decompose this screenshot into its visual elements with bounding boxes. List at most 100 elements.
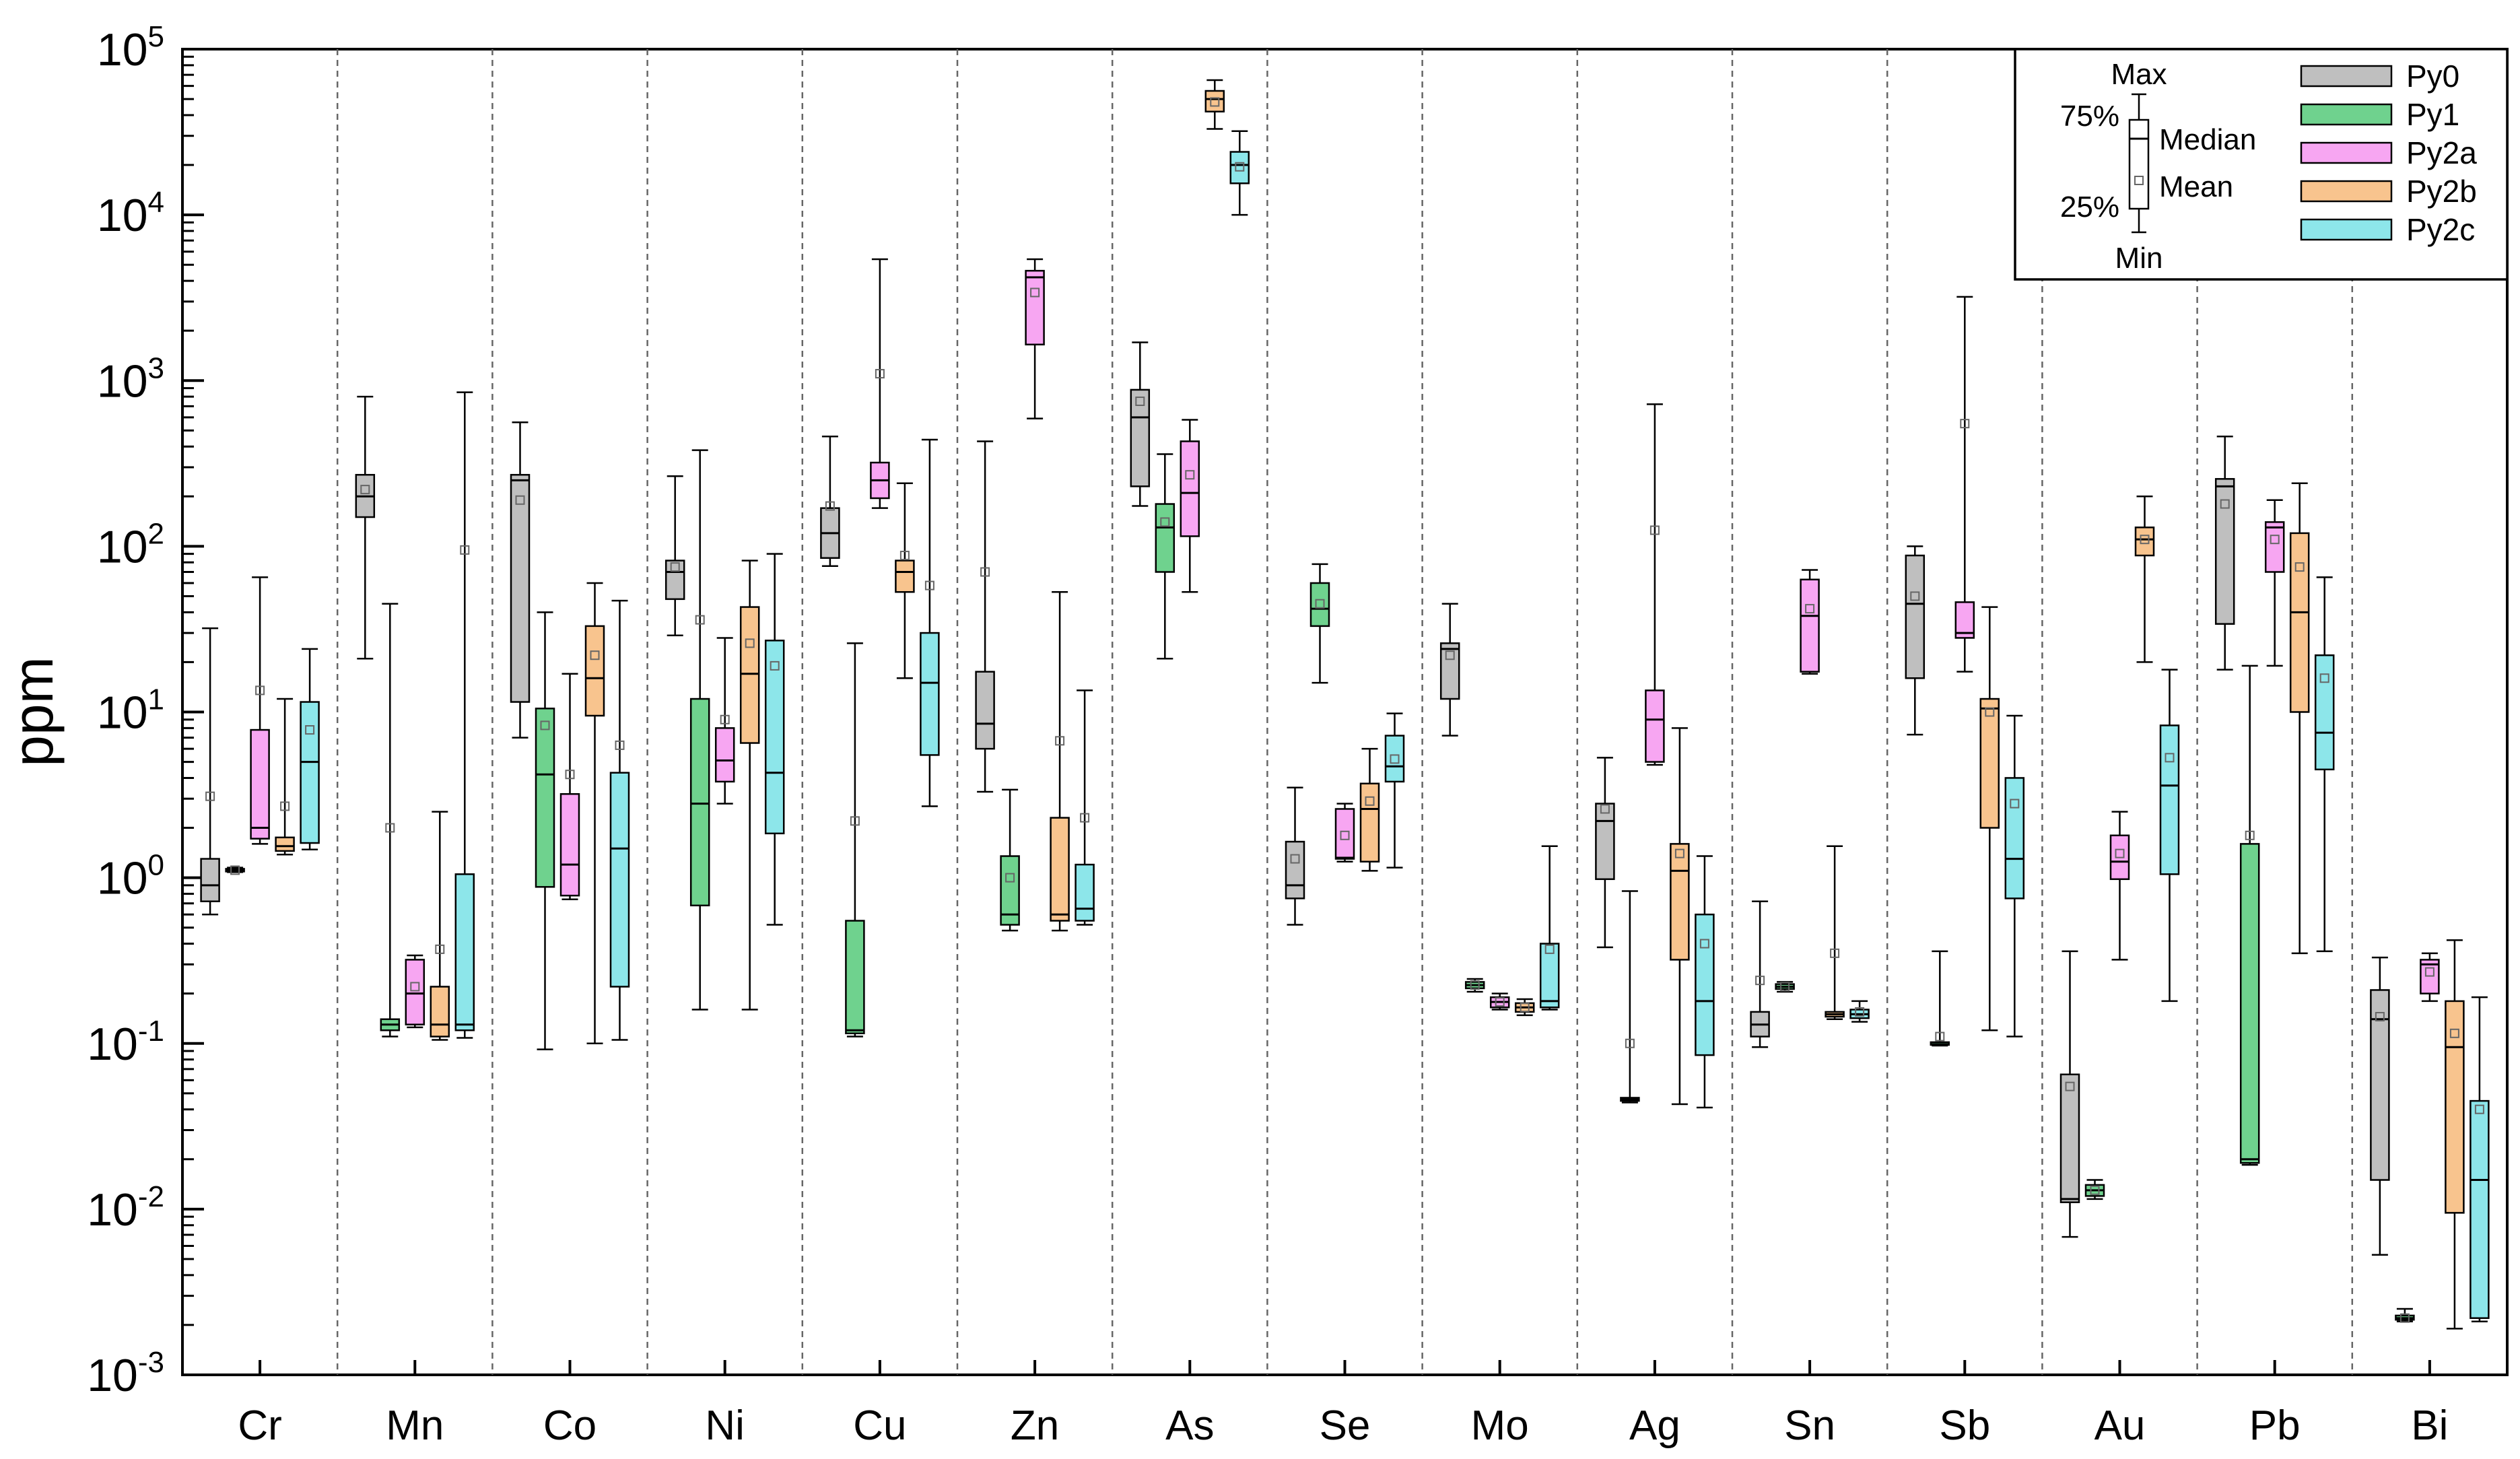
box-iqr (1359, 782, 1380, 863)
x-tick-label: Au (2095, 1402, 2146, 1449)
box-iqr (1309, 582, 1330, 627)
box-py2a-se (1334, 803, 1355, 863)
box-py2b-bi (2445, 939, 2465, 1330)
box-py2c-bi (2470, 996, 2490, 1322)
box-py2a-cu (870, 258, 890, 509)
box-py2b-pb (2289, 482, 2310, 955)
box-py0-se (1285, 786, 1305, 926)
box-py1-mn (380, 603, 401, 1038)
series-py2c (300, 130, 2490, 1322)
legend-swatch-py2b (2300, 180, 2393, 203)
box-py0-mn (355, 395, 376, 660)
box-py2c-se (1384, 712, 1405, 869)
box-iqr (200, 858, 220, 902)
legend-key-mean (2134, 176, 2144, 185)
box-iqr (1229, 151, 1250, 184)
x-tick-label: Ag (1629, 1402, 1680, 1449)
box-iqr (1075, 863, 1095, 922)
mean-marker (850, 816, 860, 826)
mean-marker (385, 823, 395, 833)
mean-marker (2115, 848, 2125, 858)
box-py1-mo (1464, 978, 1485, 993)
box-iqr (2134, 527, 2155, 557)
legend-label-py2b: Py2b (2406, 174, 2477, 209)
box-iqr (739, 606, 760, 744)
box-py0-co (510, 421, 531, 739)
box-py2a-mo (1489, 992, 1510, 1011)
x-tick-label: As (1165, 1402, 1214, 1449)
box-py2b-as (1204, 79, 1225, 130)
box-py2b-co (584, 582, 605, 1044)
legend-label-py2a: Py2a (2406, 135, 2477, 170)
box-iqr (764, 640, 785, 835)
box-py2b-mn (430, 811, 450, 1041)
mean-marker (1910, 591, 1920, 601)
legend-key-mean-label: Mean (2159, 170, 2233, 203)
box-iqr (1670, 843, 1690, 961)
box-py2c-cr (300, 648, 320, 850)
box-py2b-sn (1825, 845, 1845, 1021)
box-iqr (1204, 90, 1225, 112)
box-py2c-sn (1849, 1000, 1870, 1023)
series-py1 (225, 449, 2415, 1323)
legend-key-min-label: Min (2115, 242, 2163, 275)
box-py2b-ag (1670, 727, 1690, 1106)
box-iqr (2314, 654, 2335, 771)
x-tick-label: Co (543, 1402, 597, 1449)
box-py2c-ag (1695, 855, 1715, 1109)
mean-marker (2474, 1104, 2484, 1114)
mean-marker (1185, 470, 1195, 480)
box-py2b-sb (1979, 606, 2000, 1031)
box-py2c-ni (764, 553, 785, 926)
box-py0-pb (2214, 436, 2235, 671)
box-iqr (2470, 1099, 2490, 1319)
mean-marker (2375, 1012, 2385, 1022)
mean-marker (899, 551, 910, 561)
box-iqr (559, 793, 580, 897)
box-py2c-cu (920, 438, 940, 807)
box-iqr (920, 632, 940, 756)
legend-key-q3-label: 75% (2060, 100, 2119, 133)
box-iqr (510, 473, 531, 703)
box-series (200, 79, 2490, 1330)
y-axis-label: ppm (1, 656, 65, 766)
box-py0-as (1130, 341, 1151, 507)
box-py1-zn (1000, 788, 1020, 932)
box-py1-au (2084, 1179, 2105, 1200)
box-py0-ag (1595, 757, 1615, 949)
mean-marker (1830, 948, 1840, 958)
y-tick-label: 101 (97, 683, 164, 739)
box-iqr (454, 873, 475, 1031)
box-py2a-as (1180, 419, 1200, 593)
mean-marker (1855, 1007, 1865, 1017)
mean-marker (435, 944, 445, 954)
box-py0-au (2059, 950, 2080, 1238)
box-iqr (1285, 840, 1305, 900)
box-py0-ni (665, 475, 685, 636)
box-iqr (275, 836, 295, 852)
box-py1-pb (2239, 665, 2260, 1166)
box-iqr (2289, 532, 2310, 713)
box-iqr (1645, 689, 1665, 763)
mean-marker (2294, 562, 2305, 572)
legend-label-py1: Py1 (2406, 97, 2459, 132)
box-py2a-co (559, 673, 580, 901)
mean-marker (1755, 976, 1765, 986)
box-iqr (975, 671, 995, 750)
box-iqr (2370, 989, 2390, 1181)
mean-marker (770, 660, 780, 671)
box-iqr (250, 728, 270, 840)
box-py2b-ni (739, 559, 760, 1011)
box-py0-mo (1439, 603, 1460, 737)
x-tick-label: Ni (705, 1402, 745, 1449)
mean-marker (1960, 419, 1970, 429)
mean-marker (540, 720, 550, 731)
box-iqr (1384, 735, 1405, 783)
mean-marker (924, 580, 934, 590)
box-py1-ni (689, 449, 710, 1011)
box-py2b-mo (1514, 998, 1535, 1017)
series-py0 (200, 341, 2390, 1256)
mean-marker (2319, 673, 2329, 683)
box-iqr (689, 698, 710, 907)
